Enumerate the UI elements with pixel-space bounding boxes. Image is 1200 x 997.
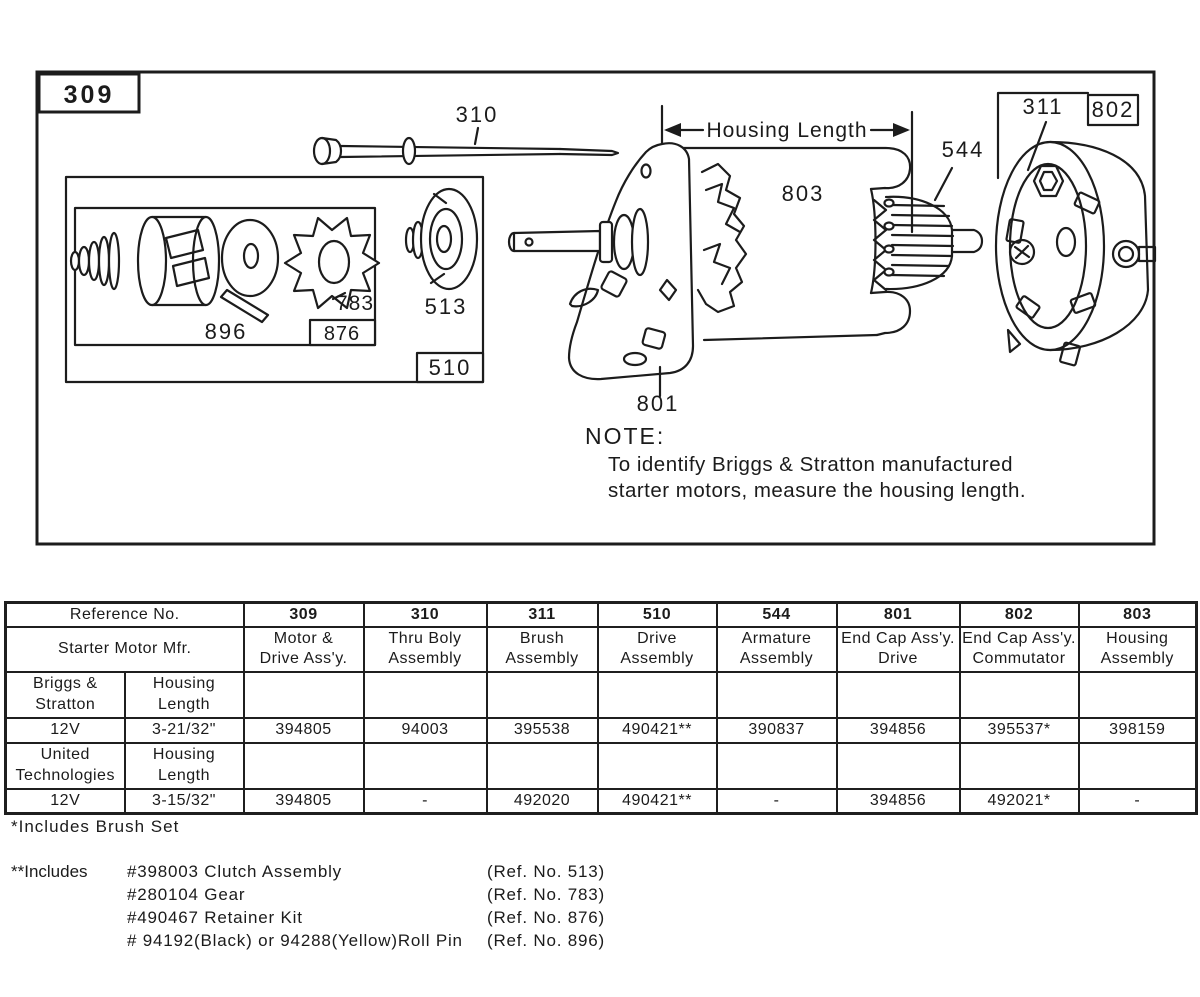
cell-briggs-801: 394856: [835, 716, 961, 744]
footnote-ref-513: (Ref. No. 513): [487, 861, 605, 881]
corner-starter-motor-mfr: Starter Motor Mfr.: [4, 625, 245, 673]
corner-reference-no: Reference No.: [4, 601, 245, 628]
col-name-544: Armature Assembly: [715, 625, 838, 673]
footnote-ref-783: (Ref. No. 783): [487, 884, 605, 904]
spec-housing-length-1: Housing Length: [123, 670, 245, 719]
cell-united-309: 394805: [242, 787, 365, 815]
cell-united-801: 394856: [835, 787, 961, 815]
col-name-311: Brush Assembly: [485, 625, 599, 673]
col-ref-309: 309: [242, 601, 365, 628]
armature-drawing: [872, 166, 984, 292]
mfr-briggs-stratton: Briggs & Stratton: [4, 670, 126, 719]
cell-united-510: 490421**: [596, 787, 718, 815]
washer-drawing: [220, 218, 280, 298]
col-ref-803: 803: [1077, 601, 1198, 628]
drive-clutch-drawing: [69, 215, 221, 307]
col-name-803: Housing Assembly: [1077, 625, 1198, 673]
thru-bolt-drawing: [312, 126, 620, 166]
diagram-ref-896-label: 896: [205, 319, 248, 344]
clutch-drawing: [404, 187, 479, 291]
diagram-ref-311-label: 311: [1022, 94, 1063, 119]
diagram-ref-801-label: 801: [637, 391, 680, 416]
cell-briggs-544: 390837: [715, 716, 838, 744]
roll-pin-drawing: [219, 288, 270, 324]
cell-united-544: -: [715, 787, 838, 815]
col-name-802: End Cap Ass'y. Commutator: [958, 625, 1080, 673]
col-ref-510: 510: [596, 601, 718, 628]
cell-briggs-803: 398159: [1077, 716, 1198, 744]
housing-drawing: [662, 146, 912, 342]
length-united: 3-15/32": [123, 787, 245, 815]
diagram-ref-544-label: 544: [942, 137, 985, 162]
housing-length-label: Housing Length: [706, 119, 867, 142]
table-row-briggs-12v: 12V 3-21/32" 394805 94003 395538 490421*…: [4, 716, 1198, 744]
diagram-ref-783-label: 783: [336, 292, 374, 315]
table-row-united-label: United Technologies Housing Length: [4, 741, 1198, 790]
diagram-ref-510-label: 510: [429, 355, 472, 380]
col-ref-310: 310: [362, 601, 488, 628]
footnote-ref-896: (Ref. No. 896): [487, 930, 605, 950]
footnote-brush-set: *Includes Brush Set: [11, 817, 180, 836]
col-ref-801: 801: [835, 601, 961, 628]
col-name-510: Drive Assembly: [596, 625, 718, 673]
diagram-ref-803-label: 803: [782, 181, 825, 206]
cell-briggs-311: 395538: [485, 716, 599, 744]
footnote-part-retainer: #490467 Retainer Kit: [127, 907, 303, 927]
diagram-ref-876-label: 876: [324, 323, 360, 345]
footnote-part-clutch: #398003 Clutch Assembly: [127, 861, 342, 881]
col-ref-544: 544: [715, 601, 838, 628]
footnote-includes-block: **Includes #398003 Clutch Assembly (Ref.…: [11, 860, 605, 952]
cell-united-310: -: [362, 787, 488, 815]
cell-united-311: 492020: [485, 787, 599, 815]
footnote-part-gear: #280104 Gear: [127, 884, 246, 904]
gear-drawing: [283, 216, 381, 310]
drive-gear-cluster-drawing: [696, 162, 748, 314]
table-header-name-row: Starter Motor Mfr. Motor & Drive Ass'y. …: [4, 625, 1198, 673]
end-cap-commutator-drawing: [994, 91, 1157, 367]
table-row-united-12v: 12V 3-15/32" 394805 - 492020 490421** - …: [4, 787, 1198, 815]
diagram-ref-513-label: 513: [425, 294, 468, 319]
footnote-ref-876: (Ref. No. 876): [487, 907, 605, 927]
note-heading: NOTE:: [585, 423, 665, 449]
col-ref-802: 802: [958, 601, 1080, 628]
diagram-frame: [35, 70, 1156, 546]
cell-briggs-310: 94003: [362, 716, 488, 744]
cell-briggs-510: 490421**: [596, 716, 718, 744]
volt-united: 12V: [4, 787, 126, 815]
cell-briggs-802: 395537*: [958, 716, 1080, 744]
drive-assembly-box: [64, 175, 485, 384]
table-row-briggs-label: Briggs & Stratton Housing Length: [4, 670, 1198, 719]
cell-united-803: -: [1077, 787, 1198, 815]
note-line-1: To identify Briggs & Stratton manufactur…: [608, 453, 1013, 476]
length-briggs: 3-21/32": [123, 716, 245, 744]
mfr-united-technologies: United Technologies: [4, 741, 126, 790]
footnote-item: **Includes #398003 Clutch Assembly (Ref.…: [11, 860, 605, 883]
col-name-801: End Cap Ass'y. Drive: [835, 625, 961, 673]
volt-briggs: 12V: [4, 716, 126, 744]
parts-reference-table: Reference No. 309 310 311 510 544 801 80…: [4, 601, 1199, 815]
end-cap-drive-bracket-drawing: [567, 142, 695, 398]
footnote-includes-label: **Includes: [11, 861, 88, 881]
footnote-item: #280104 Gear (Ref. No. 783): [11, 883, 605, 906]
footnote-item: #490467 Retainer Kit (Ref. No. 876): [11, 906, 605, 929]
footnote-item: # 94192(Black) or 94288(Yellow)Roll Pin …: [11, 929, 605, 952]
drive-shaft-drawing: [507, 207, 650, 277]
col-name-309: Motor & Drive Ass'y.: [242, 625, 365, 673]
footnote-part-roll-pin: # 94192(Black) or 94288(Yellow)Roll Pin: [127, 930, 463, 950]
note-line-2: starter motors, measure the housing leng…: [608, 479, 1026, 502]
table-header-ref-row: Reference No. 309 310 311 510 544 801 80…: [4, 601, 1198, 628]
diagram-ref-310-label: 310: [456, 102, 499, 127]
diagram-ref-309-label: 309: [64, 81, 115, 109]
diagram-ref-802-label: 802: [1092, 97, 1135, 122]
spec-housing-length-2: Housing Length: [123, 741, 245, 790]
cell-briggs-309: 394805: [242, 716, 365, 744]
col-name-310: Thru Boly Assembly: [362, 625, 488, 673]
exploded-parts-diagram: 309 310 Housing Length 544 311 802 803 7…: [35, 70, 1157, 546]
col-ref-311: 311: [485, 601, 599, 628]
cell-united-802: 492021*: [958, 787, 1080, 815]
